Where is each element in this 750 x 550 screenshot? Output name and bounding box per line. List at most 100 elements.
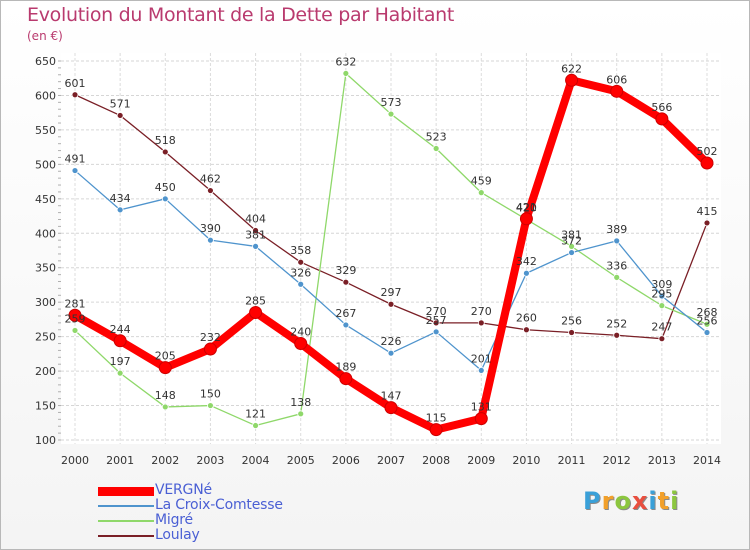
x-tick-label: 2002 xyxy=(151,454,179,467)
data-point-la-croix-comtesse xyxy=(477,367,485,374)
data-label-loulay: 270 xyxy=(471,305,492,318)
data-label-vergne: 622 xyxy=(561,62,582,75)
data-label-vergne: 189 xyxy=(335,361,356,374)
y-tick-label: 550 xyxy=(35,124,56,137)
data-point-migre xyxy=(71,327,79,334)
data-point-vergne xyxy=(294,337,308,351)
y-tick-label: 350 xyxy=(35,262,56,275)
data-point-la-croix-comtesse xyxy=(432,328,440,336)
data-label-loulay: 601 xyxy=(65,77,86,90)
data-label-migre: 381 xyxy=(561,228,582,241)
y-tick-label: 300 xyxy=(35,296,56,309)
data-point-la-croix-comtesse xyxy=(71,167,79,174)
data-label-vergne: 244 xyxy=(110,323,131,336)
data-point-vergne xyxy=(68,308,82,322)
data-label-la-croix-comtesse: 326 xyxy=(290,266,311,279)
logo-letter: t xyxy=(657,487,671,515)
data-label-migre: 121 xyxy=(245,408,266,421)
data-label-vergne: 115 xyxy=(426,412,447,425)
data-label-la-croix-comtesse: 256 xyxy=(697,315,718,328)
data-label-la-croix-comtesse: 434 xyxy=(110,192,131,205)
y-tick-label: 250 xyxy=(35,331,56,344)
data-label-vergne: 566 xyxy=(651,101,672,114)
legend-swatch-loulay xyxy=(98,535,154,537)
x-tick-label: 2003 xyxy=(196,454,224,467)
legend-label-vergne: VERGNé xyxy=(155,482,212,498)
data-point-vergne xyxy=(429,423,443,437)
logo-letter: i xyxy=(670,487,680,515)
data-label-la-croix-comtesse: 390 xyxy=(200,222,221,235)
data-point-loulay xyxy=(387,300,395,308)
data-label-loulay: 462 xyxy=(200,173,221,186)
data-point-la-croix-comtesse xyxy=(342,321,350,329)
data-label-migre: 632 xyxy=(335,55,356,68)
data-label-vergne: 285 xyxy=(245,295,266,308)
data-point-migre xyxy=(658,302,666,310)
x-tick-label: 2007 xyxy=(377,454,405,467)
data-point-la-croix-comtesse xyxy=(252,242,259,250)
x-tick-label: 2004 xyxy=(242,454,270,467)
data-point-vergne xyxy=(519,212,533,226)
data-label-loulay: 571 xyxy=(110,97,131,110)
y-tick-label: 450 xyxy=(35,193,56,206)
data-point-vergne xyxy=(565,73,579,87)
data-label-migre: 259 xyxy=(65,312,86,325)
data-label-migre: 295 xyxy=(651,288,672,301)
data-point-migre xyxy=(387,110,395,118)
data-label-loulay: 329 xyxy=(335,264,356,277)
data-label-la-croix-comtesse: 381 xyxy=(245,228,266,241)
x-tick-label: 2005 xyxy=(287,454,315,467)
data-label-loulay: 415 xyxy=(697,205,718,218)
logo-letter: P xyxy=(583,487,602,515)
data-point-loulay xyxy=(703,219,711,227)
data-point-loulay xyxy=(252,227,259,234)
data-point-vergne xyxy=(474,412,488,426)
data-point-migre xyxy=(432,145,440,152)
line-chart: 100 150 200 250 300 350 400 450 500 550 600 650 2000… xyxy=(35,53,721,467)
data-label-la-croix-comtesse: 257 xyxy=(426,314,447,327)
data-point-loulay xyxy=(523,326,530,334)
data-point-vergne xyxy=(203,342,217,356)
data-label-migre: 268 xyxy=(697,306,718,319)
data-label-migre: 148 xyxy=(155,389,176,402)
data-point-migre xyxy=(207,402,214,409)
data-point-vergne xyxy=(249,306,263,320)
x-tick-label: 2001 xyxy=(106,454,134,467)
legend-swatch-migre xyxy=(98,520,154,522)
data-point-migre xyxy=(252,422,259,429)
data-point-vergne xyxy=(339,372,353,386)
data-label-la-croix-comtesse: 389 xyxy=(606,223,627,236)
logo-letter: i xyxy=(648,487,658,515)
data-point-la-croix-comtesse xyxy=(523,269,530,277)
y-tick-label: 100 xyxy=(35,434,56,447)
x-tick-label: 2012 xyxy=(603,454,631,467)
x-tick-label: 2013 xyxy=(648,454,676,467)
data-label-migre: 420 xyxy=(516,201,537,214)
data-label-loulay: 297 xyxy=(381,286,402,299)
data-label-migre: 197 xyxy=(110,355,131,368)
x-tick-label: 2006 xyxy=(332,454,360,467)
x-tick-label: 2008 xyxy=(422,454,450,467)
data-label-vergne: 232 xyxy=(200,331,221,344)
data-point-loulay xyxy=(342,278,350,286)
data-point-loulay xyxy=(658,335,666,343)
data-label-vergne: 240 xyxy=(290,326,311,339)
data-point-migre xyxy=(342,70,350,77)
data-label-la-croix-comtesse: 226 xyxy=(381,335,402,348)
x-tick-label: 2014 xyxy=(693,454,721,467)
logo-letter: r xyxy=(601,487,615,515)
unit-label: (en €) xyxy=(27,29,63,43)
data-label-migre: 459 xyxy=(471,175,492,188)
data-point-la-croix-comtesse xyxy=(658,292,666,300)
y-tick-label: 150 xyxy=(35,400,56,413)
data-point-la-croix-comtesse xyxy=(297,280,305,288)
data-point-la-croix-comtesse xyxy=(568,249,575,256)
data-point-loulay xyxy=(297,258,305,266)
data-label-loulay: 270 xyxy=(426,305,447,318)
data-label-vergne: 502 xyxy=(697,145,718,158)
data-label-loulay: 256 xyxy=(561,315,582,328)
data-label-la-croix-comtesse: 450 xyxy=(155,181,176,194)
data-label-vergne: 606 xyxy=(606,73,627,86)
x-tick-label: 2010 xyxy=(512,454,540,467)
data-point-migre xyxy=(703,320,711,328)
